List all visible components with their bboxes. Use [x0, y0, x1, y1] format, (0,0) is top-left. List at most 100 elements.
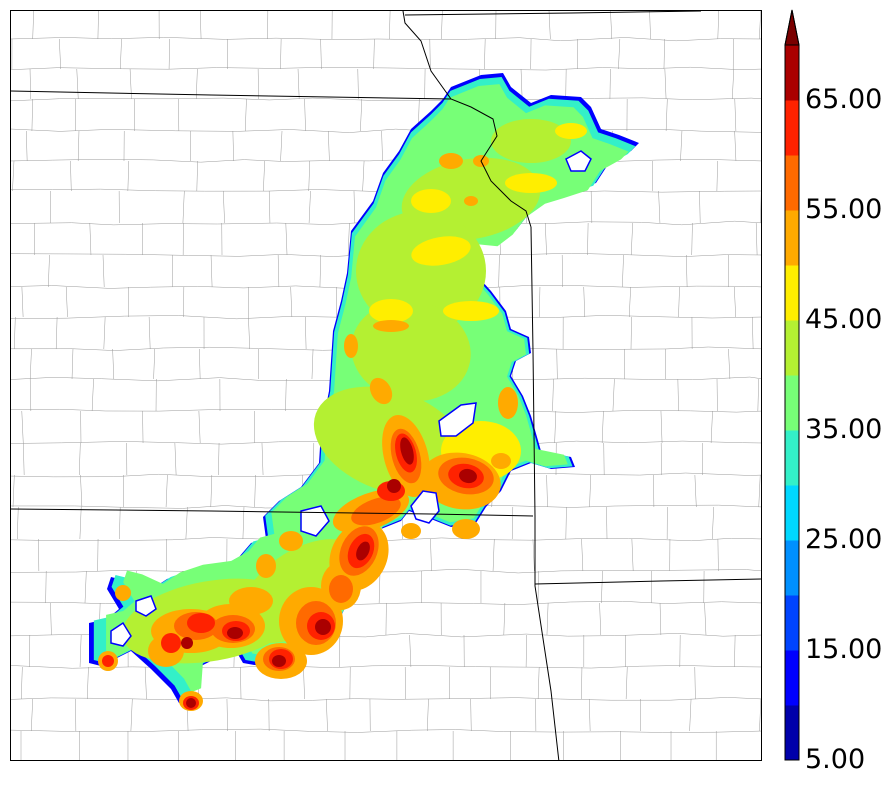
county-line [520, 68, 523, 100]
colorbar-bin [785, 100, 799, 156]
reflectivity-cell [344, 334, 358, 358]
reflectivity-cell [464, 196, 478, 206]
county-line [599, 602, 602, 636]
county-line [470, 698, 472, 732]
county-line [590, 190, 593, 224]
county-line [308, 160, 311, 192]
county-line [381, 130, 383, 162]
county-line [319, 254, 321, 288]
reflectivity-cell [369, 377, 393, 405]
colorbar-extend-arrow [784, 9, 800, 46]
county-line [50, 602, 52, 636]
county-line [263, 160, 265, 192]
reflectivity-cell [498, 387, 518, 419]
county-line [612, 378, 615, 412]
reflectivity-cell [181, 637, 193, 649]
county-line [11, 66, 761, 71]
county-line [29, 348, 32, 380]
county-line [548, 11, 551, 40]
colorbar-bin [785, 705, 799, 761]
county-line [659, 602, 662, 636]
county-line [244, 98, 247, 132]
county-line [76, 68, 79, 100]
colorbar-label-45: 45.00 [805, 304, 883, 335]
colorbar-label-35: 35.00 [805, 414, 883, 445]
county-line [21, 666, 23, 700]
county-line [328, 130, 330, 162]
county-line [21, 286, 24, 318]
county-line [14, 316, 16, 350]
colorbar-bin [785, 375, 799, 431]
county-line [625, 666, 628, 700]
county-line [759, 11, 761, 40]
county-line [601, 570, 603, 604]
reflectivity-cell [401, 523, 421, 539]
reflectivity-cell [279, 531, 303, 551]
reflectivity-gap [438, 402, 477, 437]
reflectivity-field [89, 73, 639, 711]
reflectivity-cell [356, 541, 370, 561]
state-border [402, 11, 532, 228]
county-line [84, 570, 87, 604]
reflectivity-cell [491, 453, 511, 469]
county-line [589, 474, 592, 508]
reflectivity-cell [227, 627, 243, 639]
county-line [347, 222, 350, 256]
reflectivity-cell [369, 299, 413, 323]
county-line [11, 128, 761, 133]
county-line [17, 506, 19, 540]
county-line [257, 68, 259, 100]
county-line [556, 348, 558, 380]
colorbar-bin [785, 155, 799, 211]
county-line [210, 474, 213, 508]
reflectivity-cell [351, 496, 401, 526]
county-line [261, 442, 264, 476]
reflectivity-cell [187, 613, 215, 633]
county-line [11, 158, 761, 163]
county-line [689, 698, 692, 732]
county-line [680, 130, 683, 162]
county-line [11, 537, 761, 542]
county-line [71, 348, 74, 380]
county-line [153, 348, 156, 380]
county-line [11, 728, 761, 733]
county-line [565, 506, 567, 540]
county-line [198, 410, 201, 444]
county-line [537, 666, 540, 700]
county-line [606, 506, 608, 540]
county-line [622, 254, 624, 288]
county-line [717, 11, 720, 40]
county-line [732, 68, 735, 100]
county-line [303, 666, 305, 700]
county-line [716, 160, 718, 192]
county-line [539, 286, 541, 318]
county-line [102, 254, 105, 288]
county-line [589, 698, 591, 732]
county-line [297, 68, 300, 100]
county-line [65, 286, 68, 318]
county-line [704, 602, 707, 636]
county-line [545, 222, 547, 256]
county-line [254, 474, 256, 508]
colorbar-label-25: 25.00 [805, 524, 883, 555]
county-line [484, 38, 486, 70]
county-line [59, 38, 61, 70]
county-line [409, 634, 412, 668]
county-line [130, 698, 133, 732]
colorbar-label-55: 55.00 [805, 194, 883, 225]
reflectivity-cell [491, 119, 571, 163]
county-line [649, 11, 651, 40]
county-line [752, 316, 754, 350]
county-line [226, 698, 228, 732]
county-line [694, 474, 697, 508]
county-line [119, 506, 121, 540]
county-line [691, 222, 693, 256]
county-line [389, 11, 391, 40]
county-line [21, 410, 24, 444]
county-line [120, 38, 122, 70]
reflectivity-cell [161, 633, 181, 653]
county-line [710, 410, 713, 444]
county-line [11, 665, 761, 669]
county-line [210, 254, 213, 288]
county-line [734, 130, 737, 162]
